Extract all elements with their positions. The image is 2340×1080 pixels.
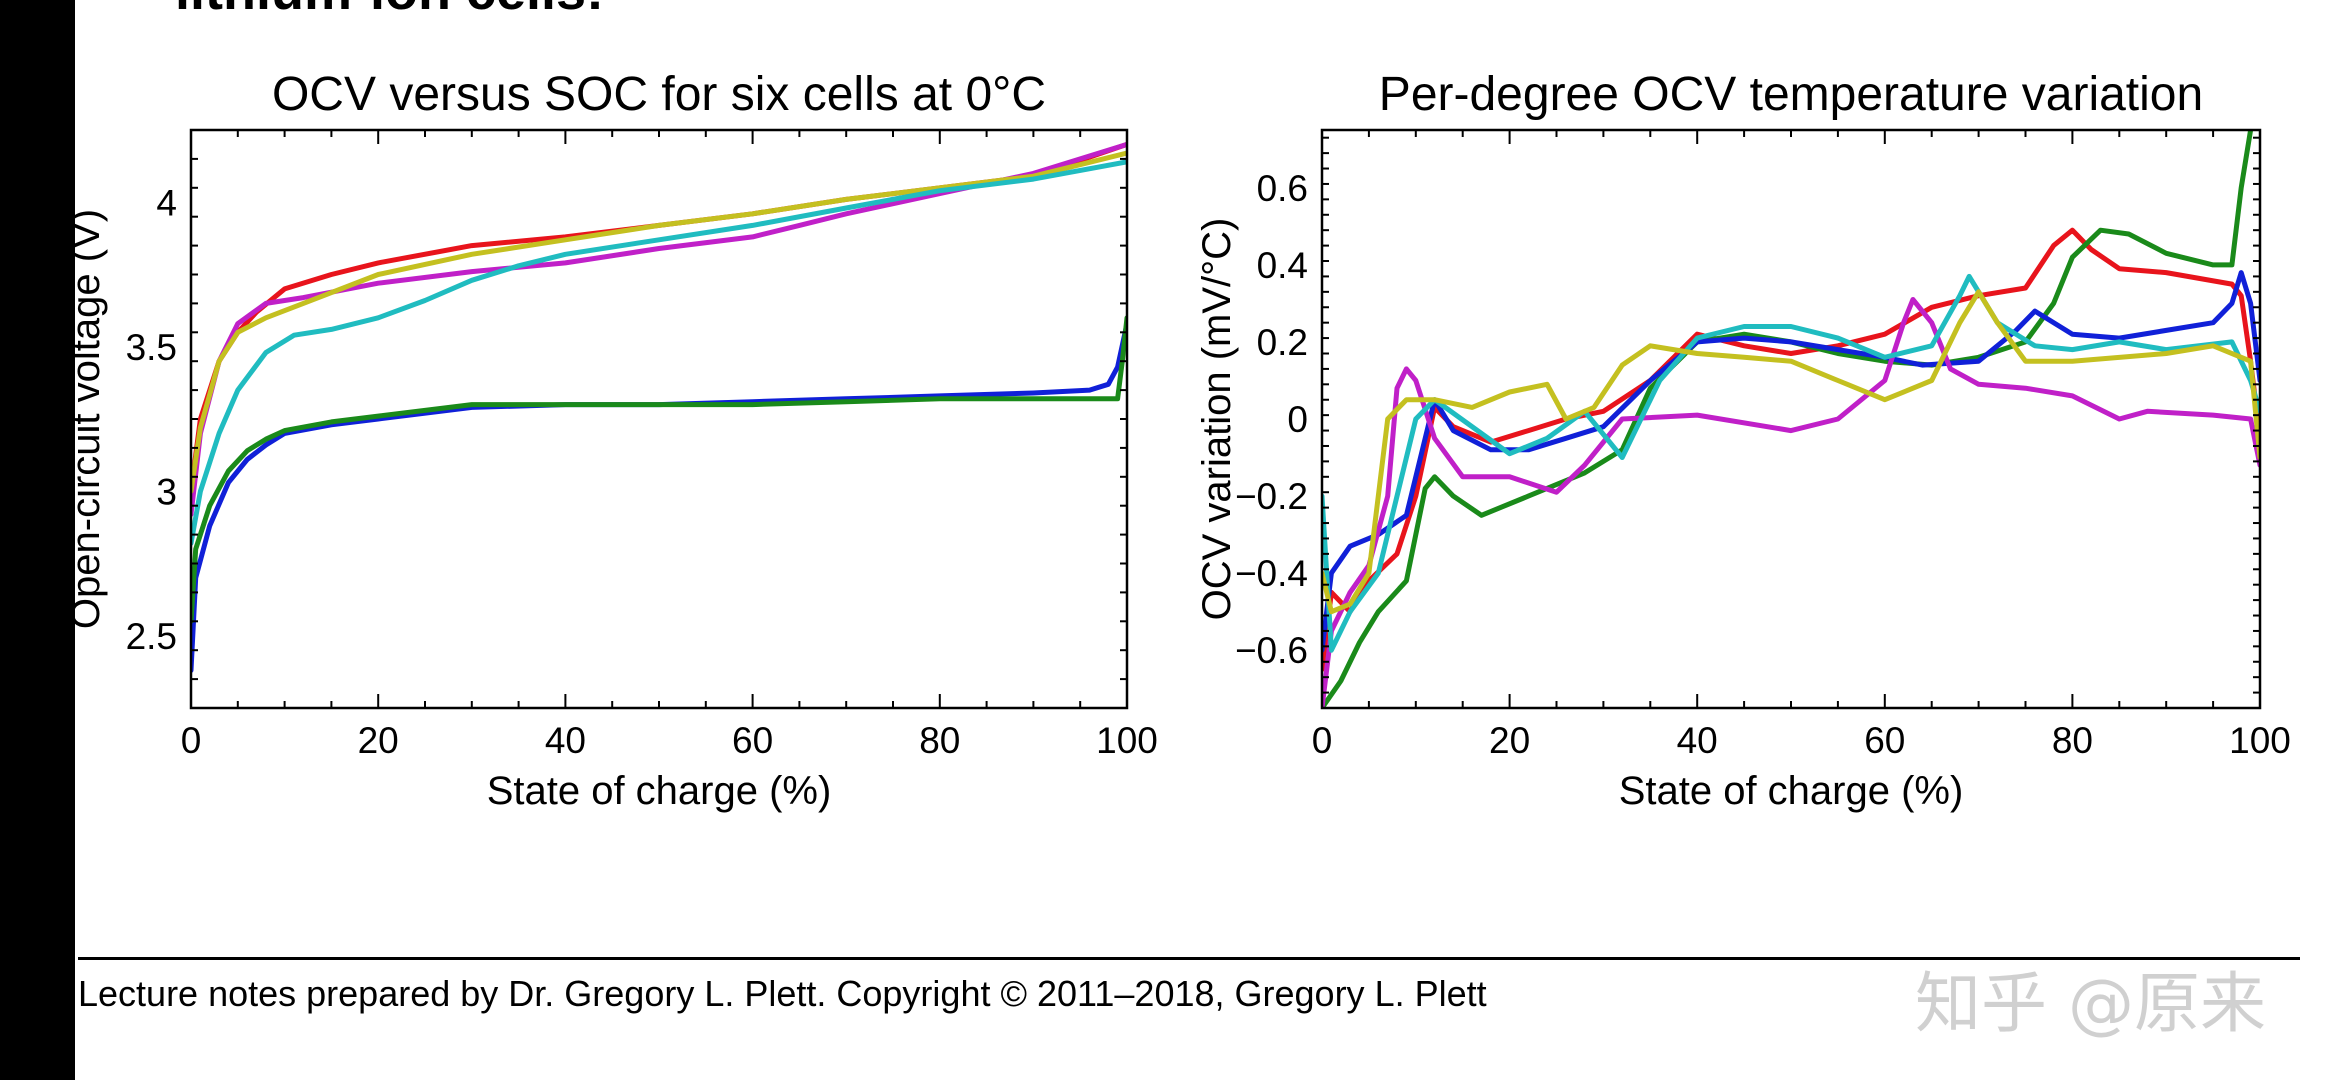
series-line-red (1322, 227, 2260, 672)
y-tick-label: 2.5 (126, 616, 177, 657)
x-tick-label: 100 (2229, 720, 2291, 761)
chart-title: OCV versus SOC for six cells at 0°C (272, 68, 1046, 121)
x-tick-label: 100 (1096, 720, 1158, 761)
x-tick-label: 0 (181, 720, 202, 761)
ocv-chart: OCV versus SOC for six cells at 0°C 0 20 40… (64, 68, 1158, 813)
series-line-green (191, 315, 1127, 624)
plot-frame (189, 128, 1129, 710)
ocv-variation-chart: Per-degree OCV temperature variation 0 20 4… (1195, 68, 2291, 813)
series-line-yellow (191, 150, 1127, 494)
series-line-red (191, 141, 1127, 494)
footer-rule (78, 957, 2300, 960)
y-tick-label: 3 (156, 471, 177, 512)
page-title: lithium-ion cells: (175, 0, 604, 22)
x-axis-label: State of charge (%) (487, 769, 832, 813)
y-tick-label: −0.2 (1235, 476, 1308, 517)
x-tick-label: 0 (1312, 720, 1333, 761)
series-line-cyan (1322, 273, 2260, 653)
y-tick-label: 0.4 (1257, 245, 1308, 286)
x-tick-label: 80 (2052, 720, 2093, 761)
series-line-blue (191, 321, 1127, 673)
x-tick-label: 80 (919, 720, 960, 761)
left-border-bar (0, 0, 75, 1080)
x-tick-label: 20 (1489, 720, 1530, 761)
watermark: 知乎 @原来 (1915, 965, 2266, 1042)
series-line-cyan (191, 159, 1127, 546)
y-tick-label: 4 (156, 182, 177, 223)
y-tick-label: 0 (1287, 399, 1308, 440)
series-line-magenta (1322, 297, 2260, 708)
chart-title: Per-degree OCV temperature variation (1379, 68, 2203, 121)
x-axis-label: State of charge (%) (1619, 769, 1964, 813)
x-tick-label: 20 (358, 720, 399, 761)
y-axis-label: Open-circuit voltage (V) (64, 209, 108, 629)
figure: OCV versus SOC for six cells at 0°C0 20 40… (64, 68, 2291, 813)
series-line-yellow (1322, 289, 2260, 615)
y-tick-label: 0.2 (1257, 322, 1308, 363)
footer-text: Lecture notes prepared by Dr. Gregory L.… (78, 973, 1487, 1014)
x-tick-label: 40 (1677, 720, 1718, 761)
x-tick-label: 60 (1864, 720, 1905, 761)
y-tick-label: −0.6 (1235, 630, 1308, 671)
y-tick-label: −0.4 (1235, 553, 1308, 594)
y-axis-label: OCV variation (mV/°C) (1195, 218, 1239, 621)
x-tick-label: 40 (545, 720, 586, 761)
x-tick-label: 60 (732, 720, 773, 761)
y-tick-label: 3.5 (126, 327, 177, 368)
y-tick-label: 0.6 (1257, 168, 1308, 209)
series-line-blue (1322, 270, 2260, 653)
